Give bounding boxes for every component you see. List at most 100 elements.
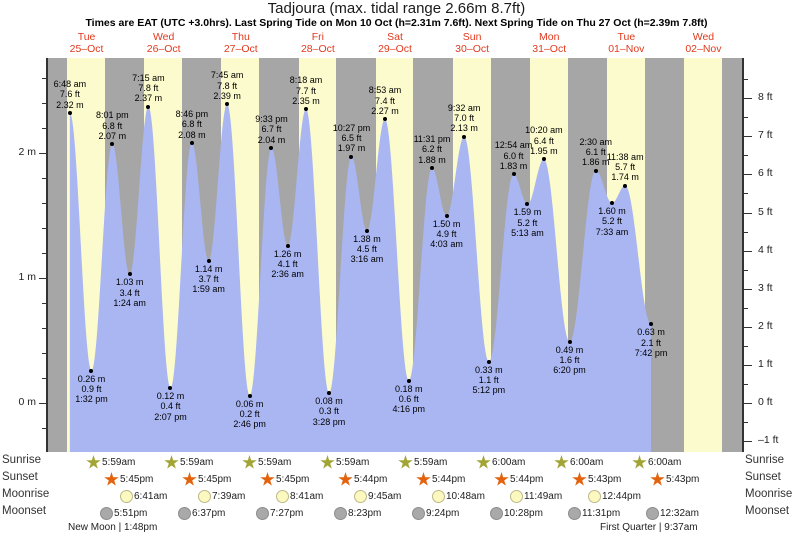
astro-event-time: 6:00am bbox=[570, 457, 604, 468]
tide-point-label: 8:18 am 7.7 ft 2.35 m bbox=[289, 75, 323, 106]
astro-footer: Sunrise Sunrise 5:59am 5:59am 5:59am 5:59am 5:… bbox=[0, 452, 793, 539]
footer-row-label-right: Sunrise bbox=[745, 454, 784, 466]
sunset-star-icon bbox=[182, 472, 197, 486]
day-column-3: Fri 28–Oct bbox=[279, 31, 356, 57]
tide-point-label: 8:53 am 7.4 ft 2.27 m bbox=[368, 85, 402, 116]
axis-tick bbox=[744, 136, 752, 138]
astro-event: 7:39am bbox=[198, 488, 245, 505]
axis-tick bbox=[744, 269, 748, 271]
axis-tick bbox=[42, 253, 46, 254]
day-column-0: Tue 25–Oct bbox=[48, 31, 125, 57]
day-date: 31–Oct bbox=[532, 43, 567, 55]
y-axis-meters: 2 m 1 m 0 m bbox=[0, 58, 48, 452]
astro-event-time: 7:27pm bbox=[270, 508, 304, 519]
axis-tick bbox=[42, 353, 46, 354]
tide-point-label: 1.50 m 4.9 ft 4:03 am bbox=[430, 218, 463, 250]
axis-tick bbox=[42, 103, 46, 104]
tide-point-label: 1.38 m 4.5 ft 3:16 am bbox=[350, 233, 384, 265]
astro-event: 6:00am bbox=[632, 454, 681, 471]
astro-event-time: 10:28pm bbox=[504, 508, 543, 519]
tide-point-label: 0.18 m 0.6 ft 4:16 pm bbox=[392, 383, 425, 415]
footer-row-label-left: Sunrise bbox=[2, 454, 41, 466]
y-axis-label-ft: 6 ft bbox=[758, 167, 773, 180]
tide-point bbox=[269, 146, 274, 150]
astro-event: 5:44pm bbox=[338, 471, 387, 488]
axis-tick bbox=[42, 128, 46, 129]
tide-point-label: 1.03 m 3.4 ft 1:24 am bbox=[113, 277, 146, 308]
sunrise-star-icon bbox=[164, 455, 179, 469]
y-axis-label-m: 2 m bbox=[18, 146, 36, 158]
footer-row-label-right: Moonset bbox=[745, 505, 790, 517]
moonset-icon bbox=[256, 507, 269, 520]
tide-point-label: 11:38 am 5.7 ft 1.74 m bbox=[606, 151, 644, 183]
tide-point bbox=[67, 111, 72, 115]
axis-tick bbox=[744, 307, 748, 309]
sunrise-star-icon bbox=[476, 455, 491, 469]
y-axis-label-ft: 8 ft bbox=[758, 91, 773, 104]
astro-event: 5:45pm bbox=[104, 471, 153, 488]
footer-row-moonrise: Moonrise Moonrise 6:41am 7:39am 8:41am 9:45am… bbox=[0, 488, 793, 505]
astro-event-time: 8:23pm bbox=[348, 508, 382, 519]
astro-event: 5:59am bbox=[164, 454, 213, 471]
tide-point-label: 1.60 m 5.2 ft 7:33 am bbox=[595, 206, 629, 237]
sunrise-star-icon bbox=[554, 455, 569, 469]
y-axis-label-ft: 4 ft bbox=[758, 243, 773, 256]
axis-tick bbox=[744, 326, 752, 328]
day-name: Fri bbox=[311, 31, 324, 43]
tide-point bbox=[206, 258, 211, 263]
moonrise-icon bbox=[510, 490, 523, 503]
footer-row-sunrise: Sunrise Sunrise 5:59am 5:59am 5:59am 5:59am 5:… bbox=[0, 454, 793, 471]
tide-point bbox=[430, 166, 434, 170]
tide-point bbox=[525, 202, 530, 207]
tide-area-path bbox=[69, 104, 652, 452]
y-axis-label-m: 1 m bbox=[18, 271, 36, 283]
axis-tick bbox=[42, 378, 46, 379]
astro-event-time: 5:59am bbox=[414, 457, 448, 468]
moonrise-icon bbox=[354, 490, 367, 503]
night-band bbox=[721, 58, 742, 452]
tide-point bbox=[511, 172, 516, 177]
sunrise-star-icon bbox=[398, 455, 413, 469]
astro-event: 6:00am bbox=[554, 454, 603, 471]
astro-event-time: 7:39am bbox=[212, 491, 246, 502]
astro-event-time: 5:44pm bbox=[510, 474, 544, 485]
astro-event: 12:44pm bbox=[588, 488, 641, 505]
sunset-star-icon bbox=[494, 472, 509, 486]
axis-tick bbox=[744, 174, 752, 176]
astro-event: 11:31pm bbox=[568, 505, 620, 522]
moonrise-icon bbox=[588, 490, 601, 503]
chart-subtitle: Times are EAT (UTC +3.0hrs). Last Spring… bbox=[85, 17, 708, 29]
astro-event: 12:32am bbox=[646, 505, 699, 522]
astro-event: 6:37pm bbox=[178, 505, 225, 522]
day-date: 02–Nov bbox=[685, 43, 722, 55]
astro-event-time: 11:49am bbox=[524, 491, 563, 502]
tide-point-label: 8:46 pm 6.8 ft 2.08 m bbox=[175, 109, 209, 140]
axis-tick bbox=[744, 117, 748, 119]
tide-point bbox=[486, 359, 491, 364]
day-date: 27–Oct bbox=[223, 43, 258, 55]
astro-event-time: 5:45pm bbox=[198, 474, 232, 485]
tide-point-label: 7:45 am 7.8 ft 2.39 m bbox=[210, 70, 244, 101]
day-column-4: Sat 29–Oct bbox=[356, 31, 433, 57]
sunrise-star-icon bbox=[320, 455, 335, 469]
axis-tick bbox=[744, 383, 748, 385]
tide-point-label: 9:33 pm 6.7 ft 2.04 m bbox=[255, 114, 288, 145]
astro-event: 5:59am bbox=[242, 454, 291, 471]
axis-tick bbox=[42, 78, 46, 79]
astro-event-time: 12:44pm bbox=[602, 491, 641, 502]
astro-event-time: 6:37pm bbox=[192, 508, 226, 519]
moonset-icon bbox=[646, 507, 659, 520]
tide-point-label: 0.33 m 1.1 ft 5:12 pm bbox=[472, 364, 506, 396]
astro-event-time: 5:44pm bbox=[432, 474, 466, 485]
tide-point-label: 0.12 m 0.4 ft 2:07 pm bbox=[154, 391, 187, 422]
tide-point bbox=[327, 391, 332, 395]
axis-tick bbox=[42, 303, 46, 304]
tide-point-label: 11:31 pm 6.2 ft 1.88 m bbox=[413, 134, 451, 165]
tide-point bbox=[349, 154, 354, 159]
day-name: Wed bbox=[692, 31, 715, 43]
day-name: Sat bbox=[387, 31, 403, 43]
moonrise-icon bbox=[432, 490, 445, 503]
footer-row-label-right: Moonrise bbox=[745, 488, 793, 500]
axis-tick bbox=[744, 98, 752, 100]
axis-tick bbox=[39, 403, 46, 404]
